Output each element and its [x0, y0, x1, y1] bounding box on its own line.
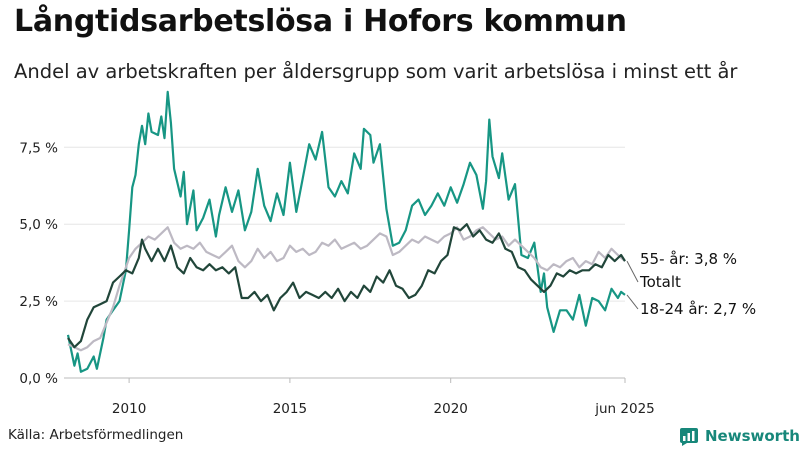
y-axis-tick-labels: 0,0 % 2,5 % 5,0 % 7,5 %	[19, 140, 58, 387]
series-end-labels: 18-24 år: 2,7 % Totalt 55- år: 3,8 %	[626, 250, 756, 318]
series-lines	[66, 90, 626, 373]
chart-title: Långtidsarbetslösa i Hofors kommun	[14, 4, 627, 39]
x-axis-tick-labels: 2010 2015 2020 jun 2025	[112, 401, 655, 417]
end-label-total: Totalt	[639, 273, 681, 291]
y-tick-label: 0,0 %	[19, 371, 58, 387]
series-line-age_18_24	[66, 90, 626, 373]
x-tick-label: 2020	[434, 401, 468, 417]
brand-name: Newsworthy	[705, 427, 800, 445]
x-tick-label: jun 2025	[594, 401, 655, 417]
newsworthy-logo-icon	[680, 428, 698, 446]
y-tick-label: 5,0 %	[19, 217, 58, 233]
end-label-age_18_24: 18-24 år: 2,7 %	[640, 300, 756, 318]
y-tick-label: 2,5 %	[19, 294, 58, 310]
brand-logo[interactable]: Newsworthy	[680, 425, 800, 447]
series-line-age_55_plus	[67, 223, 626, 349]
x-tick-label: 2010	[112, 401, 146, 417]
x-tick-label: 2015	[273, 401, 307, 417]
y-tick-label: 7,5 %	[19, 140, 58, 156]
label-connector	[626, 260, 639, 283]
gridlines	[64, 146, 626, 383]
chart-subtitle: Andel av arbetskraften per åldersgrupp s…	[14, 60, 738, 83]
series-line-total	[67, 226, 626, 352]
end-label-age_55_plus: 55- år: 3,8 %	[640, 250, 737, 268]
label-connector	[626, 294, 639, 310]
source-note: Källa: Arbetsförmedlingen	[8, 427, 184, 443]
